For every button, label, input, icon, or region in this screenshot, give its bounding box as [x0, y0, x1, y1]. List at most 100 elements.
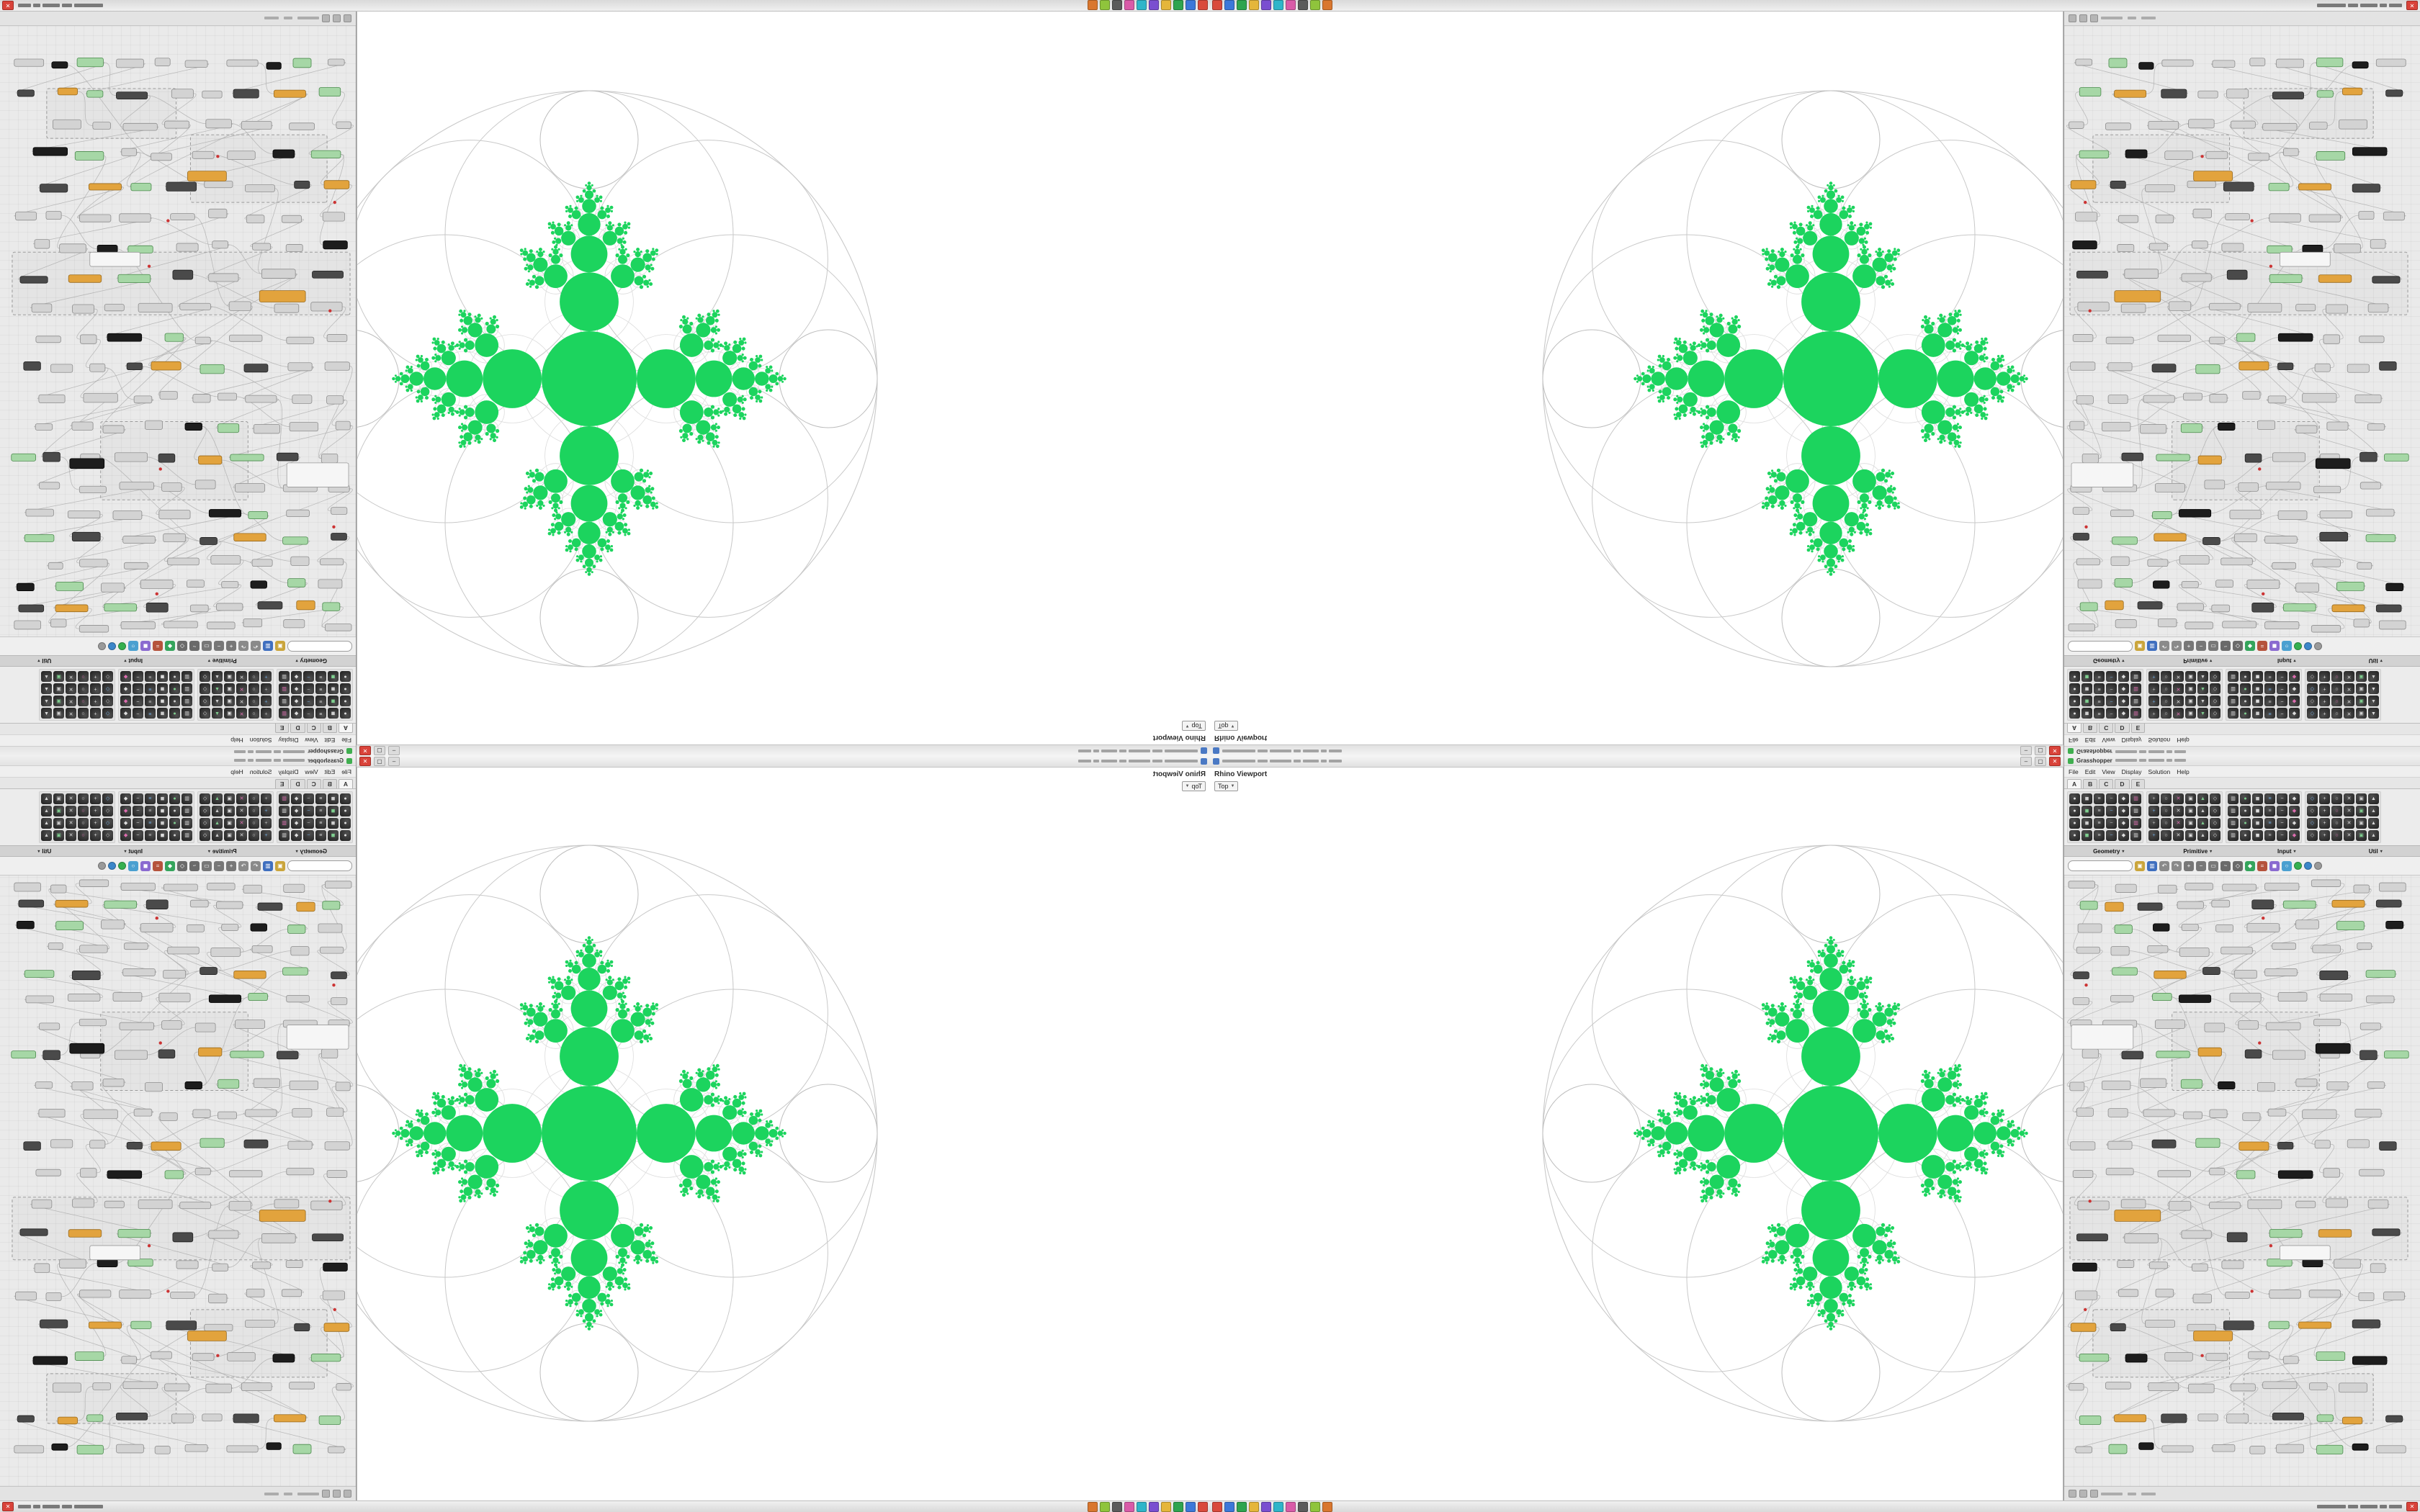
gh-node[interactable]: [2151, 1139, 2177, 1148]
gh-tab-b[interactable]: B: [2083, 779, 2098, 788]
menu-display[interactable]: Display: [2121, 768, 2142, 775]
palette-group-label-input[interactable]: Input ▾: [2242, 656, 2331, 666]
component-icon[interactable]: ~: [2106, 683, 2117, 694]
gh-node[interactable]: [2334, 243, 2361, 253]
gh-node[interactable]: [71, 970, 101, 981]
component-icon[interactable]: +: [261, 683, 272, 694]
gh-node[interactable]: [2272, 942, 2297, 950]
component-icon[interactable]: ○: [2331, 696, 2342, 706]
gh-node[interactable]: [138, 302, 173, 313]
menu-view[interactable]: View: [305, 737, 318, 744]
component-icon[interactable]: ●: [2069, 793, 2080, 804]
gh-node[interactable]: [2316, 1444, 2344, 1455]
gh-node[interactable]: [212, 1263, 228, 1272]
gh-node[interactable]: [2112, 967, 2138, 976]
component-icon[interactable]: ◼: [328, 806, 339, 816]
gh-node[interactable]: [2137, 601, 2163, 610]
gh-node[interactable]: [2264, 968, 2298, 976]
gh-node[interactable]: [228, 301, 251, 311]
component-icon[interactable]: ●: [340, 671, 351, 682]
component-icon[interactable]: ◼: [2252, 793, 2263, 804]
gh-node[interactable]: [2179, 948, 2210, 957]
component-icon[interactable]: ✕: [2344, 683, 2354, 694]
gh-node[interactable]: [2272, 452, 2306, 462]
component-icon[interactable]: ○: [248, 708, 259, 719]
gh-node[interactable]: [2075, 58, 2092, 66]
gh-node[interactable]: [2181, 924, 2199, 931]
gh-node[interactable]: [229, 334, 263, 342]
component-icon[interactable]: ▲: [2197, 806, 2208, 816]
component-icon[interactable]: +: [90, 708, 101, 719]
gh-tab-e[interactable]: E: [274, 779, 290, 788]
component-icon[interactable]: ▣: [224, 696, 235, 706]
gh-node[interactable]: [192, 394, 211, 403]
gh-node[interactable]: [2385, 89, 2403, 97]
component-icon[interactable]: ▲: [212, 683, 223, 694]
gh-node[interactable]: [331, 971, 347, 979]
gh-node[interactable]: [189, 604, 209, 613]
component-icon[interactable]: ◼: [2081, 683, 2092, 694]
gh-node[interactable]: [2188, 1383, 2215, 1393]
gh-node[interactable]: [19, 276, 48, 284]
gh-node[interactable]: [166, 181, 197, 192]
menu-display[interactable]: Display: [278, 737, 299, 744]
gh-node[interactable]: [2309, 1382, 2328, 1390]
gh-node[interactable]: [67, 994, 101, 1002]
component-icon[interactable]: ▥: [2130, 830, 2141, 841]
gh-node[interactable]: [71, 1081, 94, 1091]
gh-node[interactable]: [144, 1082, 163, 1092]
component-icon[interactable]: ◆: [2118, 708, 2129, 719]
component-icon[interactable]: ●: [169, 830, 180, 841]
component-icon[interactable]: +: [2148, 696, 2159, 706]
gh-node[interactable]: [89, 1140, 106, 1149]
gh-node[interactable]: [2108, 58, 2128, 68]
gh-node[interactable]: [2277, 362, 2294, 371]
gh-node[interactable]: [2105, 901, 2124, 912]
gh-node[interactable]: [2267, 1108, 2287, 1117]
gh-node[interactable]: [38, 1022, 60, 1030]
gh-node[interactable]: [2138, 62, 2154, 70]
gh-node[interactable]: [55, 581, 84, 591]
minimize-button[interactable]: –: [388, 746, 400, 755]
gh-node[interactable]: [145, 603, 169, 613]
gh-node[interactable]: [2073, 971, 2089, 979]
status-icon[interactable]: [344, 1490, 351, 1498]
component-icon[interactable]: +: [2148, 806, 2159, 816]
component-icon[interactable]: ◆: [2289, 683, 2300, 694]
component-icon[interactable]: +: [261, 830, 272, 841]
component-icon[interactable]: ◼: [328, 818, 339, 829]
gh-node[interactable]: [2277, 510, 2308, 521]
gh-node[interactable]: [2118, 215, 2139, 223]
gh-node[interactable]: [2070, 1323, 2097, 1332]
component-icon[interactable]: ◇: [2210, 806, 2220, 816]
gh-node[interactable]: [55, 604, 89, 613]
component-icon[interactable]: ○: [2161, 806, 2172, 816]
gh-node[interactable]: [2071, 462, 2134, 487]
gh-node[interactable]: [335, 1081, 351, 1092]
gh-node[interactable]: [324, 361, 350, 371]
gh-node[interactable]: [2379, 361, 2397, 371]
gh-node[interactable]: [164, 1170, 184, 1179]
gh-node[interactable]: [2114, 924, 2133, 934]
gh-node[interactable]: [189, 899, 209, 908]
taskbar-app-icon[interactable]: [1161, 0, 1171, 11]
gh-node[interactable]: [2180, 423, 2202, 433]
bake-icon[interactable]: ◼: [140, 641, 151, 652]
gh-node[interactable]: [290, 556, 310, 566]
gh-node[interactable]: [2249, 58, 2266, 66]
gh-node[interactable]: [216, 603, 243, 611]
gh-node[interactable]: [15, 211, 37, 221]
gh-node[interactable]: [107, 333, 143, 342]
component-icon[interactable]: ●: [340, 830, 351, 841]
gh-node[interactable]: [172, 1232, 194, 1243]
component-icon[interactable]: ▲: [2197, 683, 2208, 694]
gh-node[interactable]: [2154, 533, 2187, 541]
gh-node[interactable]: [121, 148, 138, 156]
gh-node[interactable]: [71, 421, 94, 431]
component-icon[interactable]: ✕: [2344, 671, 2354, 682]
gh-node[interactable]: [163, 621, 198, 629]
component-icon[interactable]: ◆: [291, 696, 302, 706]
gh-node[interactable]: [2107, 1140, 2133, 1150]
gh-node[interactable]: [57, 1416, 78, 1425]
gh-node[interactable]: [328, 1446, 345, 1454]
